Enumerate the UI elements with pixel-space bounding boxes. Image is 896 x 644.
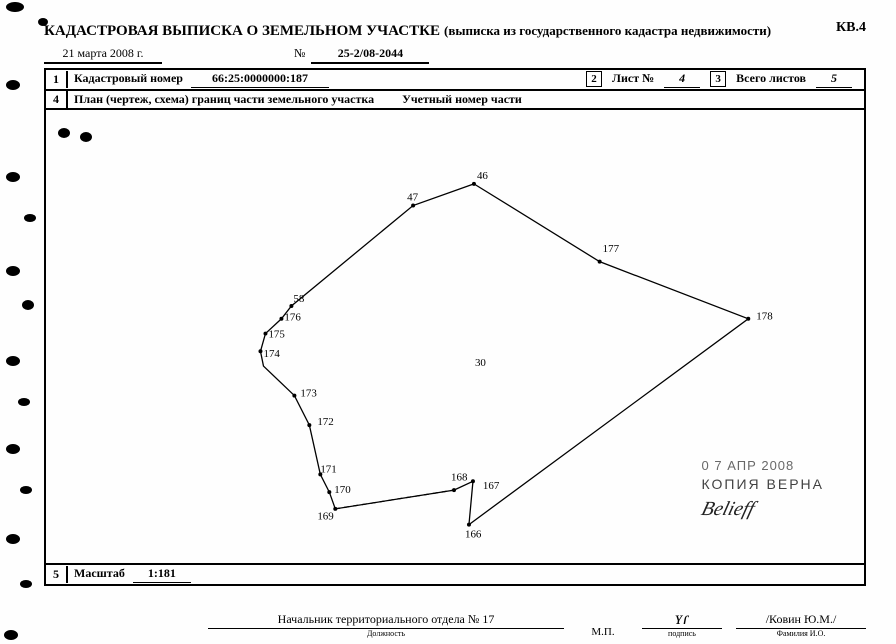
stamp-block: 0 7 АПР 2008 КОПИЯ ВЕРНА Belieff (702, 457, 824, 523)
scan-artifact (6, 444, 20, 454)
position-value: Начальник территориального отдела № 17 (208, 612, 564, 629)
mp-label: М.П. (578, 626, 628, 638)
scan-artifact (24, 214, 36, 222)
name-value: /Ковин Ю.М./ (736, 612, 866, 629)
stamp-signature: Belieff (698, 495, 828, 523)
svg-text:175: 175 (268, 329, 285, 341)
title-main: КАДАСТРОВАЯ ВЫПИСКА О ЗЕМЕЛЬНОМ УЧАСТКЕ (44, 23, 440, 39)
signature-slot: ʏɾ (642, 608, 722, 629)
scan-artifact (6, 356, 20, 366)
row1-num: 1 (46, 71, 68, 88)
svg-text:178: 178 (756, 311, 773, 323)
row4-label1: План (чертеж, схема) границ части земель… (74, 92, 374, 107)
svg-text:173: 173 (300, 388, 317, 400)
svg-text:172: 172 (317, 416, 333, 428)
svg-text:176: 176 (284, 312, 301, 324)
nomer-label: № (294, 46, 305, 61)
svg-text:168: 168 (451, 471, 468, 483)
row-scale: 5 Масштаб 1:181 (46, 563, 864, 584)
scan-artifact (6, 534, 20, 544)
nomer-value: 25-2/08-2044 (311, 46, 429, 64)
document-header: КАДАСТРОВАЯ ВЫПИСКА О ЗЕМЕЛЬНОМ УЧАСТКЕ … (44, 22, 866, 64)
parcel-plan: 46 47 58 176 175 174 173 172 171 170 169 168 167 166 1… (46, 110, 864, 563)
svg-text:46: 46 (477, 170, 489, 182)
svg-text:30: 30 (475, 357, 487, 369)
stamp-copy: КОПИЯ ВЕРНА (702, 475, 824, 495)
svg-text:58: 58 (293, 293, 305, 305)
sheet-code: КВ.4 (836, 20, 866, 36)
list-value: 4 (664, 71, 700, 88)
svg-text:170: 170 (334, 484, 351, 496)
position-note: Должность (208, 629, 564, 638)
name-note: Фамилия И.О. (736, 629, 866, 638)
svg-text:169: 169 (317, 511, 333, 523)
box-3: 3 (710, 71, 726, 87)
row5-num: 5 (46, 566, 68, 583)
cadastral-number: 66:25:0000000:187 (191, 71, 329, 88)
row4-label2: Учетный номер части (402, 92, 522, 107)
scan-artifact (22, 300, 34, 310)
scan-artifact (6, 172, 20, 182)
scan-artifact (4, 630, 18, 640)
scan-artifact (6, 266, 20, 276)
svg-text:174: 174 (263, 348, 280, 360)
scale-value: 1:181 (133, 566, 191, 583)
page: КАДАСТРОВАЯ ВЫПИСКА О ЗЕМЕЛЬНОМ УЧАСТКЕ … (0, 0, 896, 644)
list-label: Лист № (612, 71, 654, 86)
main-frame: 1 Кадастровый номер 66:25:0000000:187 2 … (44, 68, 866, 586)
svg-text:47: 47 (407, 192, 419, 204)
svg-text:171: 171 (320, 463, 336, 475)
total-value: 5 (816, 71, 852, 88)
issue-date: 21 марта 2008 г. (44, 46, 162, 64)
svg-text:166: 166 (465, 528, 482, 540)
stamp-date: 0 7 АПР 2008 (702, 457, 824, 475)
box-2: 2 (586, 71, 602, 87)
row-cadastral-number: 1 Кадастровый номер 66:25:0000000:187 2 … (46, 70, 864, 91)
scan-artifact (6, 80, 20, 90)
row1-label: Кадастровый номер (74, 71, 183, 86)
footer: Начальник территориального отдела № 17 Д… (44, 608, 866, 638)
scan-artifact (20, 580, 32, 588)
row4-num: 4 (46, 91, 68, 108)
scan-artifact (6, 2, 24, 12)
svg-text:167: 167 (483, 480, 500, 492)
row-plan-header: 4 План (чертеж, схема) границ части земе… (46, 91, 864, 110)
row5-label: Масштаб (74, 566, 125, 581)
scan-artifact (18, 398, 30, 406)
svg-text:177: 177 (603, 243, 620, 255)
title-paren: (выписка из государственного кадастра не… (444, 23, 771, 38)
sign-note: подпись (642, 629, 722, 638)
scan-artifact (20, 486, 32, 494)
total-label: Всего листов (736, 71, 806, 86)
